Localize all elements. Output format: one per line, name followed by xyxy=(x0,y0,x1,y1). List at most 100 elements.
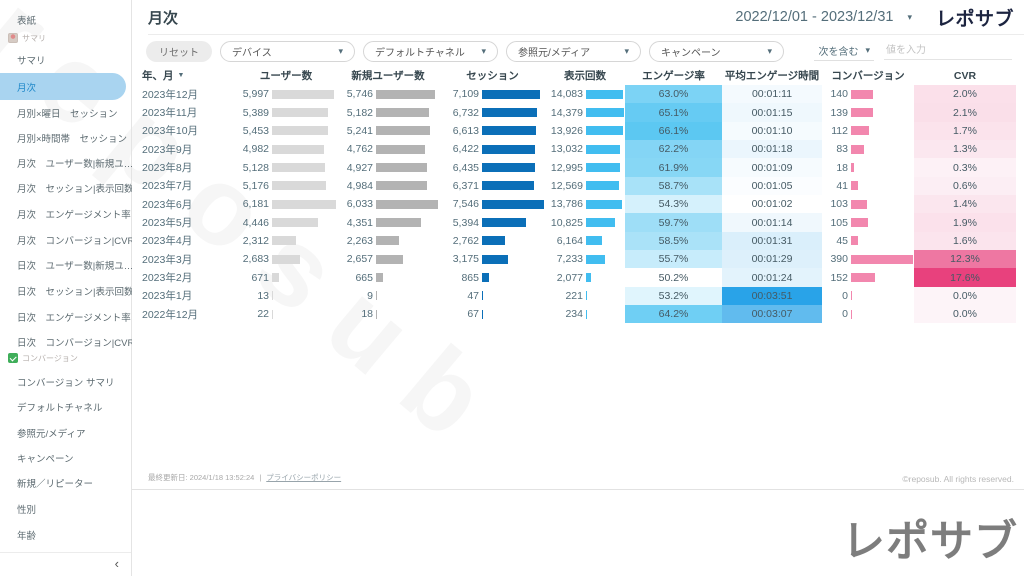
date-range-value: 2022/12/01 - 2023/12/31 xyxy=(735,9,894,25)
sidebar-item[interactable]: 月別×時間帯 セッション xyxy=(0,128,132,148)
new-users-bar xyxy=(376,126,430,136)
sidebar-item-selected[interactable]: 月次 xyxy=(0,73,126,100)
new-users-bar xyxy=(376,89,436,99)
reset-button[interactable]: リセット xyxy=(146,40,212,62)
cell-new-users: 2,263 xyxy=(336,232,440,250)
table-row: 2023年2月 671 665 865 2,077 50.2% 00:01:24… xyxy=(140,268,1016,287)
sidebar-item-label: デフォルトチャネル xyxy=(17,403,103,414)
cell-engagement-rate: 62.2% xyxy=(625,140,722,159)
column-header-cvr[interactable]: CVR xyxy=(953,69,977,82)
sidebar-item[interactable]: 日次 エンゲージメント率… xyxy=(0,307,132,327)
sidebar-item[interactable]: 日次 セッション|表示回数 xyxy=(0,281,132,301)
new-users-bar xyxy=(376,254,404,264)
new-users-bar xyxy=(376,236,400,246)
sidebar-section-label: サマリ xyxy=(22,33,46,43)
cell-month: 2023年8月 xyxy=(142,162,193,175)
users-bar xyxy=(272,273,279,283)
cell-new-users: 18 xyxy=(336,305,440,323)
sidebar-item[interactable]: 性別 xyxy=(0,499,132,519)
cell-new-users: 4,927 xyxy=(336,158,440,176)
column-header-new-users[interactable]: 新規ユーザー数 xyxy=(351,70,425,82)
sidebar-item[interactable]: サマリ xyxy=(0,50,132,70)
sessions-bar xyxy=(482,108,538,118)
column-header-avg-engagement-time[interactable]: 平均エンゲージ時間 xyxy=(724,70,820,82)
cell-new-users: 5,241 xyxy=(336,122,440,140)
cell-new-users: 4,762 xyxy=(336,140,440,158)
date-range-picker[interactable]: 2022/12/01 - 2023/12/31 ▾ xyxy=(735,9,912,25)
sidebar-item-label: 新規／リピーター xyxy=(17,479,94,490)
views-bar xyxy=(586,236,603,246)
users-bar xyxy=(272,181,326,191)
sessions-bar xyxy=(482,89,541,99)
cell-views: 6,164 xyxy=(545,232,625,250)
conversions-bar xyxy=(851,108,874,118)
sidebar-item[interactable]: 月次 セッション|表示回数 xyxy=(0,178,132,198)
sidebar-item[interactable]: 月別×曜日 セッション xyxy=(0,103,132,123)
cell-engagement-rate: 53.2% xyxy=(625,286,722,306)
cell-new-users: 4,351 xyxy=(336,213,440,231)
sidebar-collapse-button[interactable]: ‹ xyxy=(114,556,119,571)
column-header-users[interactable]: ユーザー数 xyxy=(259,70,313,82)
sidebar-item[interactable]: 月次 エンゲージメント率… xyxy=(0,204,132,224)
cell-month: 2023年12月 xyxy=(142,88,199,101)
filter-dropdown[interactable]: デフォルトチャネル ▾ xyxy=(363,40,498,62)
conversions-bar xyxy=(851,144,865,154)
cell-engagement-rate: 50.2% xyxy=(625,268,722,287)
cell-conversions: 140 xyxy=(822,85,914,103)
cell-cvr: 12.3% xyxy=(914,250,1016,269)
cell-avg-engagement-time: 00:01:11 xyxy=(722,85,822,104)
cell-engagement-rate: 63.0% xyxy=(625,85,722,104)
sidebar-item[interactable]: 月次 コンバージョン|CVR xyxy=(0,230,132,250)
cell-views: 234 xyxy=(545,305,625,323)
cell-cvr: 0.6% xyxy=(914,176,1016,196)
sidebar-item[interactable]: 新規／リピーター xyxy=(0,473,132,493)
cell-sessions: 6,732 xyxy=(440,103,545,121)
sidebar-item[interactable]: 日次 ユーザー数|新規ユ… xyxy=(0,255,132,275)
column-header-views[interactable]: 表示回数 xyxy=(564,70,606,82)
filter-dropdowns: デバイス ▾ デフォルトチャネル ▾ 参照元/メディア ▾ キャンペーン ▾ xyxy=(212,40,784,62)
cell-views: 14,379 xyxy=(545,103,625,121)
sidebar-item[interactable]: デフォルトチャネル xyxy=(0,397,132,417)
sidebar-item[interactable]: 年齢 xyxy=(0,525,132,545)
sidebar-item[interactable]: 月次 ユーザー数|新規ユ… xyxy=(0,153,132,173)
column-header-conversions[interactable]: コンバージョン xyxy=(831,70,905,82)
sidebar-item-label: 月次 コンバージョン|CVR xyxy=(17,236,132,247)
filter-dropdown[interactable]: 参照元/メディア ▾ xyxy=(506,40,641,62)
conversions-bar xyxy=(851,236,859,246)
column-header-month[interactable]: 年、月 ▼ xyxy=(142,70,185,82)
sidebar-item-label: 日次 セッション|表示回数 xyxy=(17,287,132,298)
cell-conversions: 0 xyxy=(822,287,914,305)
table-row: 2023年1月 13 9 47 221 53.2% 00:03:51 0 0.0… xyxy=(140,286,1016,306)
sidebar-item[interactable]: コンバージョン サマリ xyxy=(0,372,132,392)
filter-value-input[interactable] xyxy=(884,42,1012,60)
cell-users: 5,389 xyxy=(236,103,336,121)
new-users-bar xyxy=(376,309,377,319)
sidebar-item[interactable]: 日次 コンバージョン|CVR xyxy=(0,332,132,352)
privacy-policy-link[interactable]: プライバシーポリシー xyxy=(266,473,342,482)
last-updated-text: 最終更新日: 2024/1/18 13:52:24 xyxy=(148,473,255,482)
cell-conversions: 83 xyxy=(822,140,914,158)
sidebar-item[interactable]: 表紙 xyxy=(0,10,132,30)
cell-new-users: 5,182 xyxy=(336,103,440,121)
column-header-sessions[interactable]: セッション xyxy=(466,70,519,82)
chevron-down-icon: ▾ xyxy=(865,45,870,55)
cell-views: 13,926 xyxy=(545,122,625,140)
new-users-bar xyxy=(376,108,430,118)
sidebar-item[interactable]: 参照元/メディア xyxy=(0,423,132,443)
match-condition-select[interactable]: 次を含む ▾ xyxy=(814,41,874,61)
filter-bar: リセット デバイス ▾ デフォルトチャネル ▾ 参照元/メディア ▾ キャンペーン ▾ 次を含… xyxy=(132,39,1024,63)
cell-conversions: 45 xyxy=(822,232,914,250)
table-row: 2023年9月 4,982 4,762 6,422 13,032 62.2% 0… xyxy=(140,140,1016,159)
cell-engagement-rate: 61.9% xyxy=(625,158,722,177)
table-row: 2023年3月 2,683 2,657 3,175 7,233 55.7% 00… xyxy=(140,250,1016,269)
cell-avg-engagement-time: 00:03:07 xyxy=(722,305,822,324)
filter-dropdown[interactable]: デバイス ▾ xyxy=(220,40,355,62)
users-bar xyxy=(272,126,329,136)
filter-dropdown-label: デバイス xyxy=(232,47,272,59)
conversions-bar xyxy=(851,181,858,191)
sidebar-item[interactable]: キャンペーン xyxy=(0,448,132,468)
views-bar xyxy=(586,199,623,209)
column-header-engagement-rate[interactable]: エンゲージ率 xyxy=(642,70,705,82)
filter-dropdown[interactable]: キャンペーン ▾ xyxy=(649,40,784,62)
cell-month: 2022年12月 xyxy=(142,308,199,321)
